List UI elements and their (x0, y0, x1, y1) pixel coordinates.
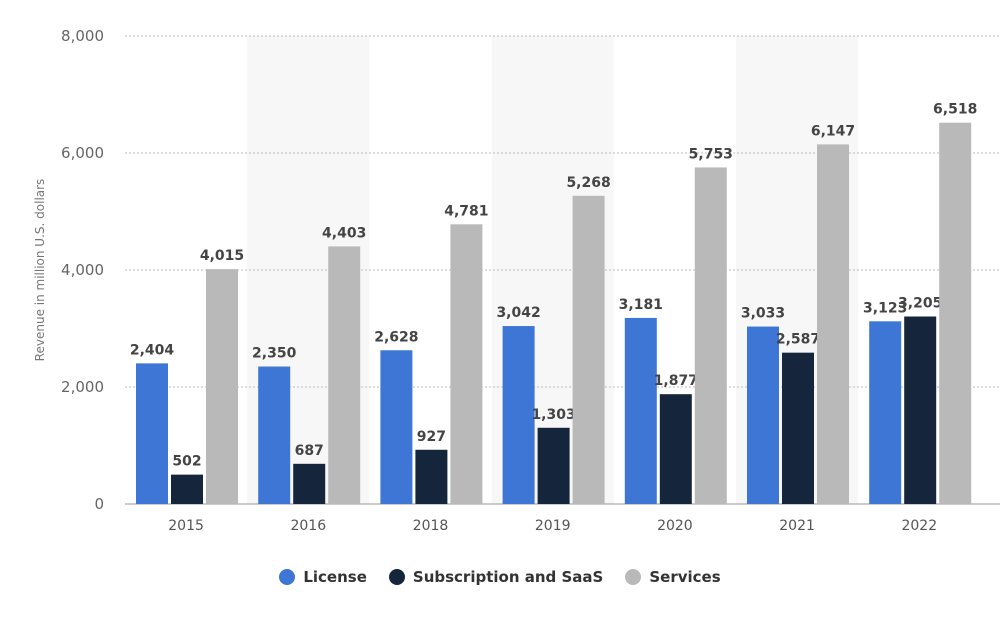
data-label: 6,147 (811, 123, 855, 139)
bar (537, 427, 570, 504)
bar (450, 224, 483, 504)
data-label: 3,042 (496, 305, 540, 321)
bar (659, 394, 692, 504)
x-tick-label: 2020 (657, 518, 693, 534)
bar (293, 463, 326, 504)
data-label: 3,181 (619, 297, 663, 313)
x-tick-label: 2022 (901, 518, 937, 534)
y-tick-label: 4,000 (61, 261, 104, 279)
data-label: 5,753 (689, 146, 733, 162)
data-label: 687 (295, 443, 324, 459)
bar (171, 474, 203, 504)
legend-marker-icon (625, 569, 642, 585)
data-label: 5,268 (566, 175, 610, 191)
legend-item[interactable]: Subscription and SaaS (388, 568, 604, 586)
bar (258, 366, 291, 504)
bar (502, 326, 535, 504)
y-tick-label: 8,000 (61, 27, 104, 45)
bar (869, 321, 902, 504)
x-tick-label: 2018 (413, 518, 449, 534)
x-tick-label: 2015 (168, 518, 204, 534)
data-label: 4,015 (200, 248, 244, 264)
data-label: 502 (172, 454, 201, 470)
bar (939, 122, 972, 505)
data-label: 3,033 (741, 306, 785, 322)
bar (817, 144, 849, 504)
data-label: 3,123 (863, 300, 907, 316)
bar (136, 363, 168, 504)
bar (380, 350, 413, 504)
y-tick-label: 6,000 (61, 144, 104, 162)
bar (572, 195, 605, 504)
x-tick-label: 2019 (535, 518, 571, 534)
legend-label: Subscription and SaaS (412, 568, 604, 586)
data-label: 927 (417, 429, 446, 445)
bar (624, 317, 657, 504)
y-tick-label: 0 (94, 495, 104, 513)
data-label: 2,404 (130, 342, 175, 358)
data-label: 6,518 (933, 102, 977, 118)
legend-marker-icon (279, 569, 296, 585)
data-label: 2,628 (374, 329, 418, 345)
data-label: 4,781 (444, 203, 488, 219)
bar (694, 167, 727, 504)
legend-label: License (303, 568, 367, 586)
legend-marker-icon (388, 569, 405, 585)
legend-item[interactable]: License (279, 568, 367, 586)
bar (904, 316, 937, 504)
bar (782, 352, 814, 504)
legend: License Subscription and SaaS Services (0, 568, 1000, 586)
x-tick-label: 2016 (290, 518, 326, 534)
bar (415, 449, 448, 504)
data-label: 2,587 (776, 332, 820, 348)
data-label: 4,403 (322, 225, 366, 241)
bar (206, 269, 238, 504)
x-tick-label: 2021 (779, 518, 815, 534)
bar (328, 246, 361, 504)
data-label: 3,205 (898, 296, 942, 312)
y-tick-label: 2,000 (61, 378, 104, 396)
data-label: 1,303 (531, 407, 575, 423)
bar (747, 326, 779, 504)
y-axis-title: Revenue in million U.S. dollars (33, 179, 47, 362)
legend-label: Services (649, 568, 721, 586)
data-label: 1,877 (654, 373, 698, 389)
data-label: 2,350 (252, 346, 297, 362)
legend-item[interactable]: Services (625, 568, 721, 586)
